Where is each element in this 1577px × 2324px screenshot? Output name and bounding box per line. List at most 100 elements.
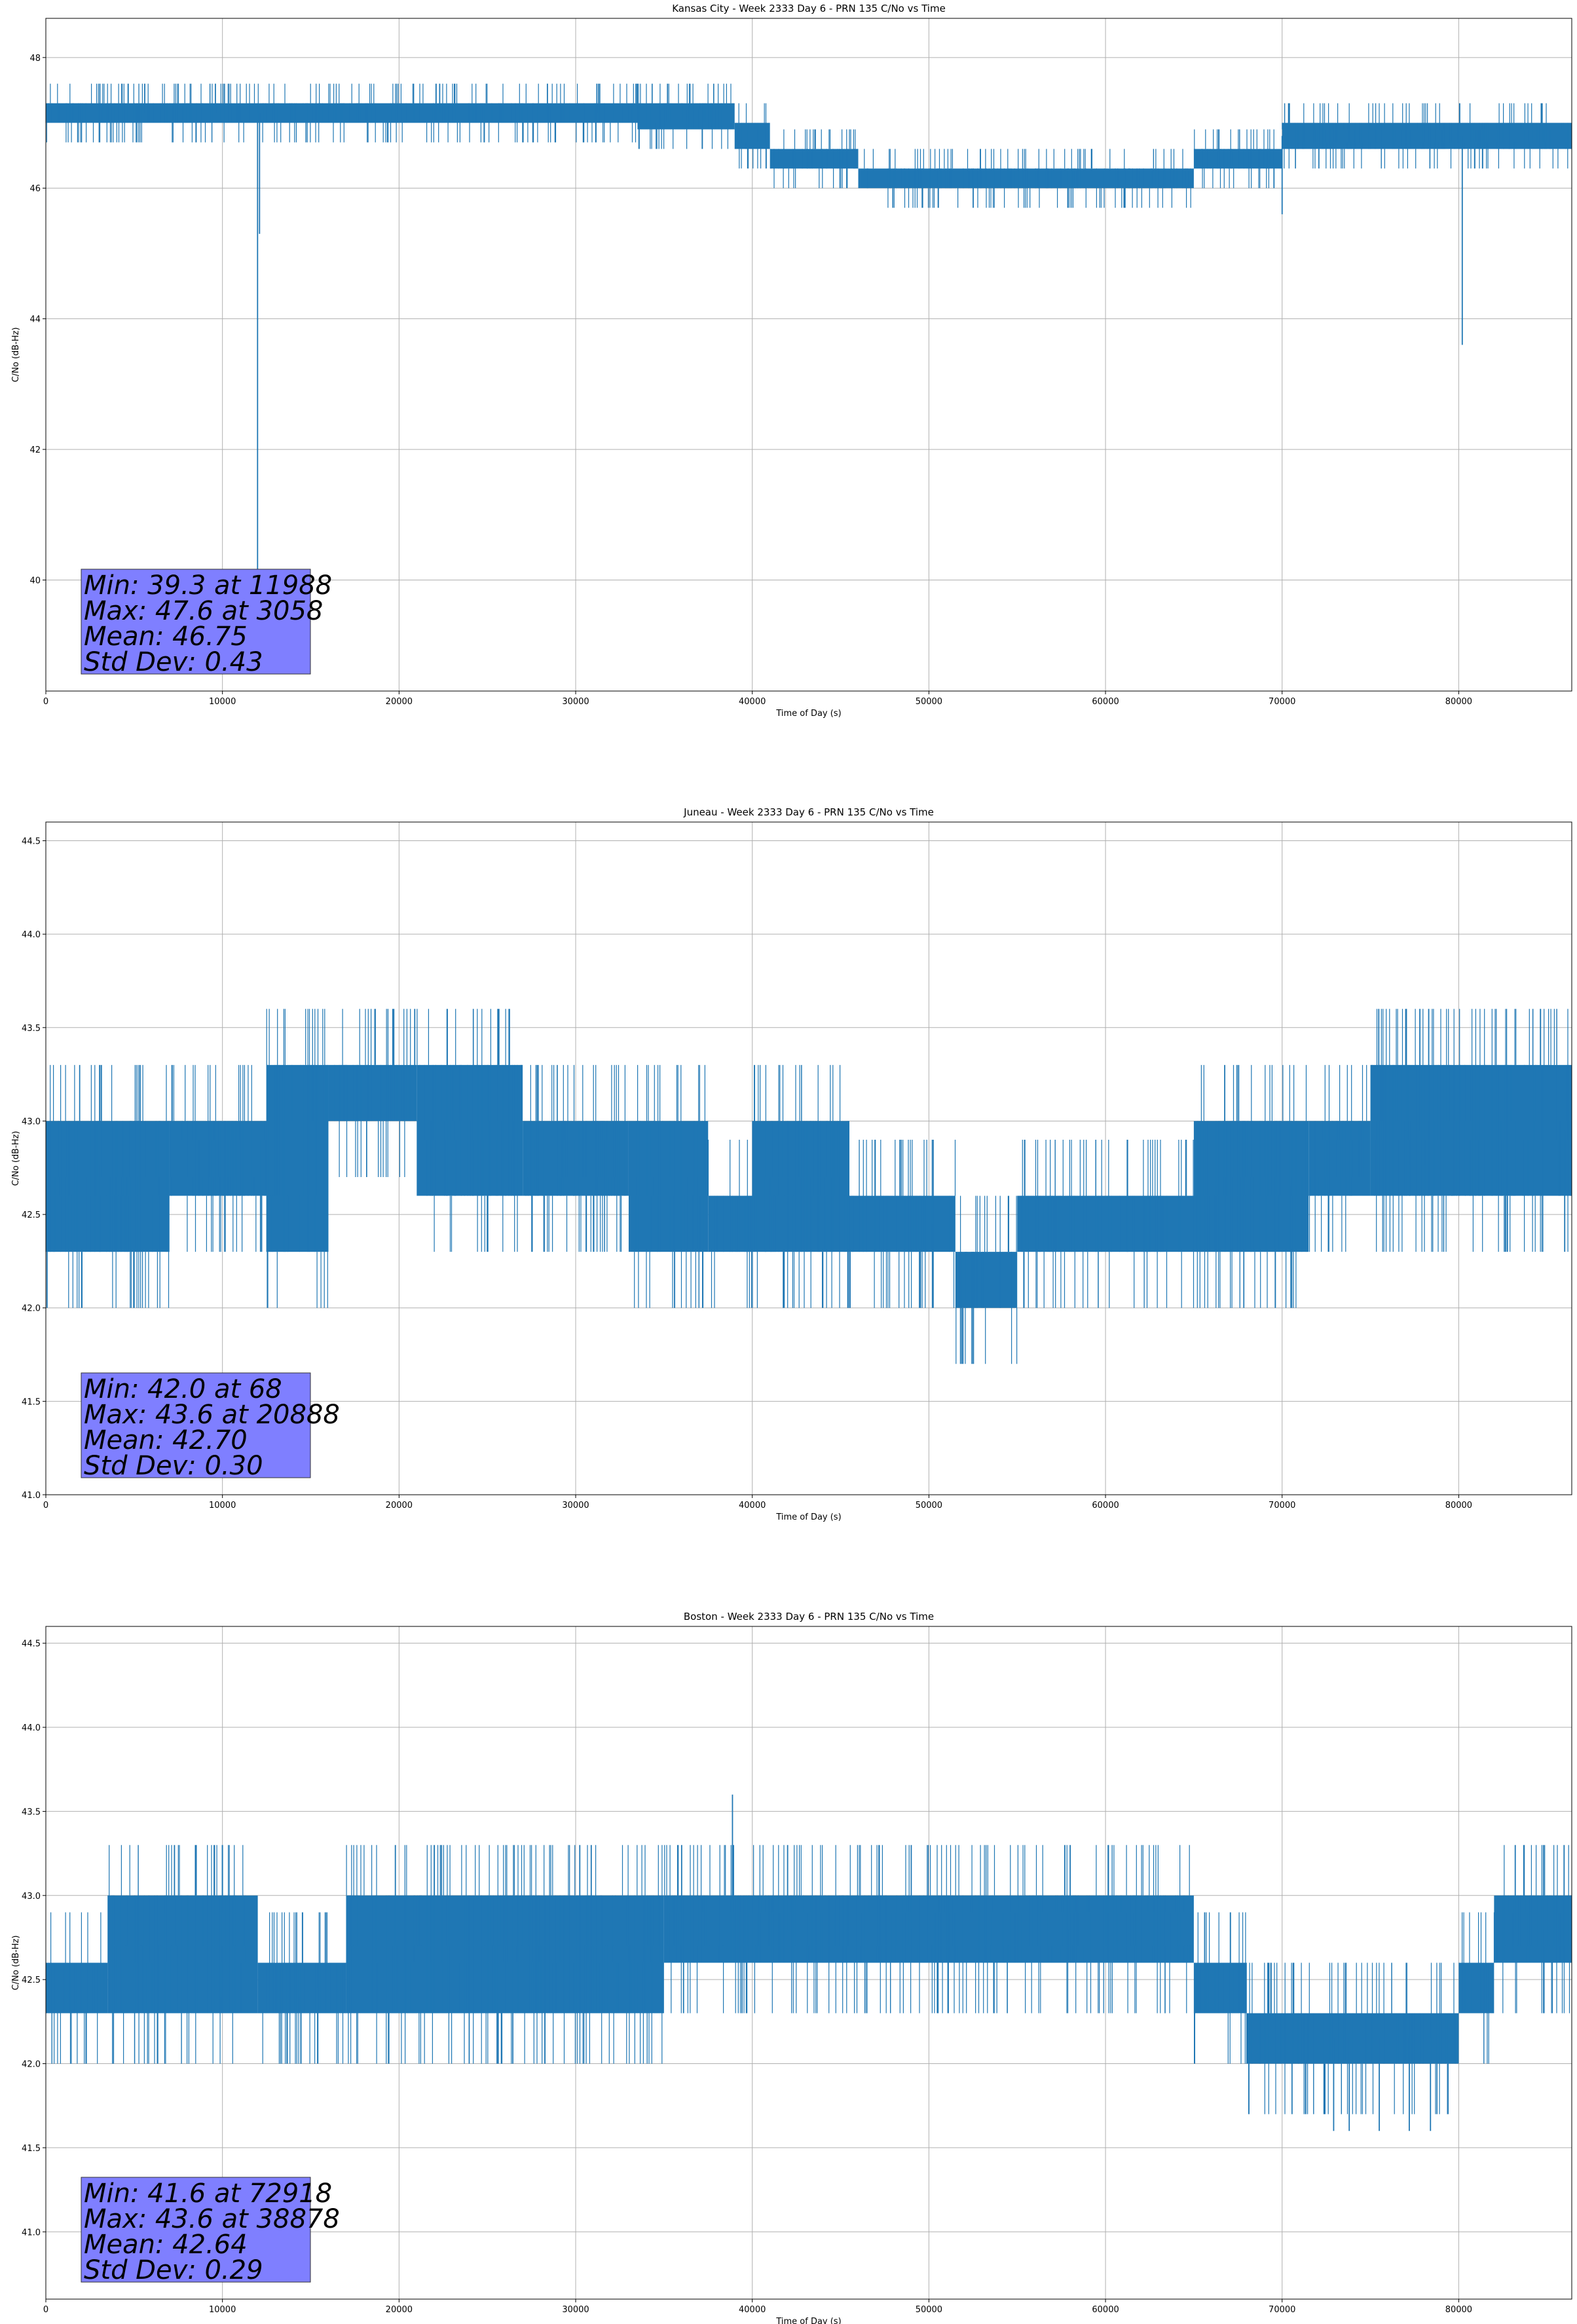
x-tick-label: 20000 [386, 1501, 413, 1510]
signal-band [523, 1121, 629, 1196]
signal-transitions [737, 103, 768, 169]
x-tick-label: 30000 [562, 2305, 589, 2315]
x-tick-label: 0 [43, 1501, 48, 1510]
juneau-chart: Juneau - Week 2333 Day 6 - PRN 135 C/No … [11, 806, 1572, 1522]
y-tick-label: 44.0 [22, 1723, 41, 1733]
stat-std-dev: Std Dev: 0.30 [84, 1451, 263, 1481]
signal-transitions [525, 1064, 625, 1252]
signal-transitions [1460, 1912, 1492, 2064]
kansas-city-chart: Kansas City - Week 2333 Day 6 - PRN 135 … [11, 3, 1572, 719]
y-tick-label: 41.5 [22, 2144, 41, 2154]
plot-frame [45, 18, 1572, 692]
signal-transitions [266, 1009, 328, 1308]
y-tick-label: 42.5 [22, 1210, 41, 1220]
y-tick-label: 46 [29, 184, 41, 194]
signal-transitions [417, 1009, 523, 1252]
signal-transitions [638, 83, 734, 149]
x-tick-label: 60000 [1092, 1501, 1119, 1510]
x-tick-label: 60000 [1092, 697, 1119, 707]
plot-frame [45, 1626, 1572, 2300]
series-line [46, 1009, 1572, 1364]
signal-band [1017, 1195, 1194, 1252]
x-axis-label: Time of Day (s) [775, 2317, 841, 2324]
stats-box-background [81, 569, 311, 675]
x-tick-label: 70000 [1269, 2305, 1295, 2315]
signal-band [169, 1121, 267, 1196]
series-line [46, 83, 1572, 626]
y-tick-label: 42 [29, 445, 41, 455]
plot-frame [45, 821, 1572, 1495]
x-tick-label: 0 [43, 697, 48, 707]
stat-mean: Mean: 42.64 [84, 2230, 248, 2260]
y-axis-label: C/No (dB-Hz) [11, 1936, 21, 1991]
x-tick-label: 70000 [1269, 697, 1295, 707]
signal-band [46, 1121, 170, 1252]
y-tick-label: 40 [29, 576, 41, 586]
y-tick-label: 43.5 [22, 1024, 41, 1034]
boston-chart: Boston - Week 2333 Day 6 - PRN 135 C/No … [11, 1611, 1572, 2324]
y-axis-label: C/No (dB-Hz) [11, 328, 21, 383]
y-tick-label: 43.0 [22, 1892, 41, 1902]
y-axis-label: C/No (dB-Hz) [11, 1131, 21, 1186]
chart-title: Juneau - Week 2333 Day 6 - PRN 135 C/No … [683, 806, 934, 818]
x-tick-label: 10000 [209, 2305, 236, 2315]
stat-min: Min: 42.0 at 68 [84, 1374, 282, 1404]
y-tick-label: 44.0 [22, 930, 41, 940]
signal-transitions [1194, 129, 1275, 189]
signal-band [1458, 1962, 1494, 2014]
signal-band [734, 122, 770, 149]
y-tick-label: 44.5 [22, 1640, 41, 1649]
y-tick-label: 44 [29, 315, 41, 325]
stat-std-dev: Std Dev: 0.29 [84, 2255, 263, 2285]
x-tick-label: 30000 [562, 1501, 589, 1510]
signal-transitions [107, 1845, 246, 2064]
x-tick-label: 50000 [916, 1501, 942, 1510]
x-tick-label: 10000 [209, 1501, 236, 1510]
chart-title: Kansas City - Week 2333 Day 6 - PRN 135 … [672, 3, 946, 14]
x-tick-label: 0 [43, 2305, 48, 2315]
x-tick-label: 30000 [562, 697, 589, 707]
x-axis-label: Time of Day (s) [775, 709, 841, 719]
signal-band [267, 1064, 329, 1252]
stat-max: Max: 43.6 at 20888 [84, 1400, 340, 1430]
y-tick-label: 48 [29, 54, 41, 64]
signal-band [328, 1064, 417, 1121]
signal-transitions [50, 1064, 170, 1308]
y-tick-label: 44.5 [22, 837, 41, 847]
signal-band [1308, 1121, 1371, 1196]
signal-transitions [1308, 1064, 1367, 1252]
stat-max: Max: 43.6 at 38878 [84, 2204, 340, 2234]
x-tick-label: 20000 [386, 2305, 413, 2315]
y-tick-label: 41.0 [22, 1491, 41, 1501]
series-line [45, 1794, 1572, 2131]
y-tick-label: 43.0 [22, 1117, 41, 1127]
x-tick-label: 80000 [1445, 1501, 1472, 1510]
y-tick-label: 42.5 [22, 1976, 41, 1985]
stat-min: Min: 41.6 at 72918 [84, 2179, 332, 2209]
signal-band [770, 149, 859, 169]
stat-max: Max: 47.6 at 3058 [84, 596, 323, 626]
signal-transitions [664, 1845, 1193, 2014]
x-tick-label: 50000 [916, 697, 942, 707]
y-tick-label: 42.0 [22, 1304, 41, 1314]
stat-mean: Mean: 42.70 [84, 1425, 248, 1455]
stats-box-background [81, 1372, 311, 1478]
stats-box-background [81, 2177, 311, 2283]
signal-transitions [45, 1912, 107, 2064]
x-tick-label: 80000 [1445, 697, 1472, 707]
x-tick-label: 20000 [386, 697, 413, 707]
signal-transitions [170, 1064, 266, 1252]
signal-transitions [1197, 1064, 1307, 1308]
stat-mean: Mean: 46.75 [84, 622, 248, 652]
x-axis-label: Time of Day (s) [775, 1512, 841, 1522]
x-tick-label: 70000 [1269, 1501, 1295, 1510]
stats-box: Min: 41.6 at 72918 Max: 43.6 at 38878 Me… [81, 2177, 340, 2285]
signal-transitions [752, 1064, 849, 1308]
x-tick-label: 10000 [209, 697, 236, 707]
x-tick-label: 40000 [739, 697, 766, 707]
y-tick-label: 42.0 [22, 2060, 41, 2070]
signal-transitions [1493, 1845, 1572, 2014]
signal-band [849, 1195, 955, 1252]
stats-box: Min: 39.3 at 11988 Max: 47.6 at 3058 Mea… [81, 569, 332, 677]
